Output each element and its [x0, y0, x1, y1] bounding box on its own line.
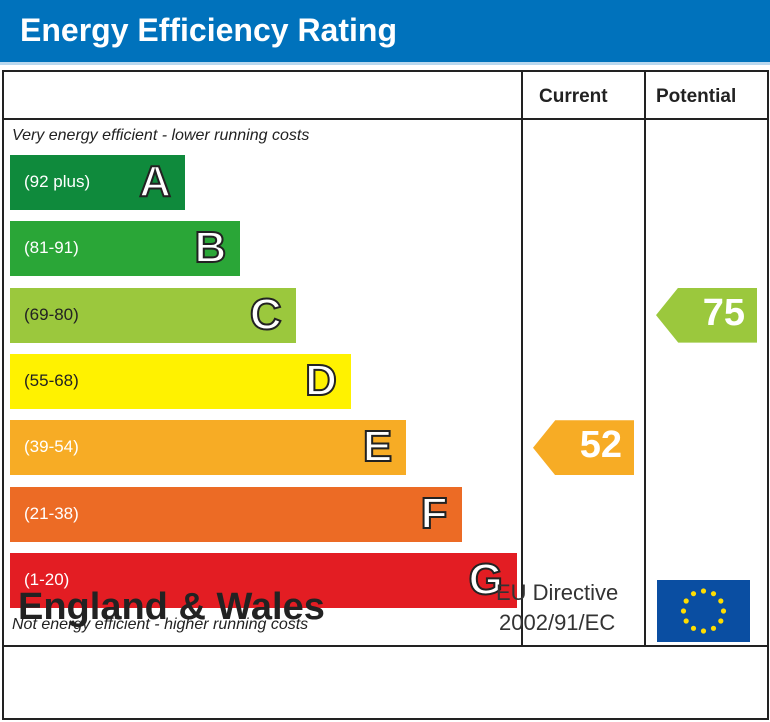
current-rating-value: 52: [579, 424, 622, 467]
band-letter: F: [420, 488, 449, 539]
band-letter: C: [249, 289, 283, 340]
top-note: Very energy efficient - lower running co…: [12, 127, 310, 144]
eu-flag-icon: [657, 580, 750, 642]
star: [720, 608, 727, 614]
star: [700, 588, 707, 594]
eu-directive: EU Directive 2002/91/EC: [496, 578, 618, 638]
directive-line-2: 2002/91/EC: [499, 610, 616, 635]
potential-rating-value: 75: [702, 291, 745, 334]
star: [718, 598, 724, 604]
column-header-potential: Potential: [656, 86, 737, 107]
band-a: (92 plus) A: [10, 155, 185, 210]
bottom-note: Not energy efficient - higher running co…: [12, 616, 309, 633]
divider: [521, 72, 523, 647]
band-letter: G: [468, 554, 504, 605]
potential-rating-arrow: 75: [656, 287, 757, 343]
column-header-current: Current: [539, 86, 608, 107]
band-f: (21-38) F: [10, 486, 462, 542]
divider: [4, 645, 767, 647]
divider: [4, 118, 767, 120]
star: [718, 618, 724, 624]
band-range: (69-80): [24, 304, 79, 324]
band-letter: D: [304, 355, 338, 406]
star: [683, 618, 689, 624]
band-e: (39-54) E: [10, 420, 407, 476]
divider: [644, 72, 646, 647]
star: [690, 625, 697, 631]
star: [690, 591, 697, 597]
star: [683, 598, 689, 604]
star: [700, 628, 707, 634]
star: [680, 608, 687, 614]
band-b: (81-91) B: [10, 221, 241, 277]
band-range: (21-38): [24, 503, 79, 523]
band-range: (55-68): [24, 370, 79, 390]
band-c: (69-80) C: [10, 287, 296, 343]
directive-line-1: EU Directive: [496, 580, 619, 605]
band-letter: B: [194, 222, 228, 273]
header: Energy Efficiency Rating: [0, 0, 770, 65]
band-letter: A: [138, 156, 172, 207]
rating-table: Current Potential Very energy efficient …: [2, 70, 769, 720]
band-letter: E: [362, 421, 393, 472]
band-range: (92 plus): [24, 172, 91, 191]
band-range: (81-91): [24, 238, 79, 258]
star: [710, 625, 717, 631]
current-rating-arrow: 52: [533, 420, 634, 476]
star: [710, 591, 717, 597]
band-d: (55-68) D: [10, 353, 351, 409]
chart-title: Energy Efficiency Rating: [20, 12, 397, 48]
band-range: (1-20): [24, 569, 70, 589]
band-g: (1-20) G: [10, 552, 517, 608]
region-label: England & Wales: [18, 586, 325, 628]
band-range: (39-54): [24, 437, 79, 457]
